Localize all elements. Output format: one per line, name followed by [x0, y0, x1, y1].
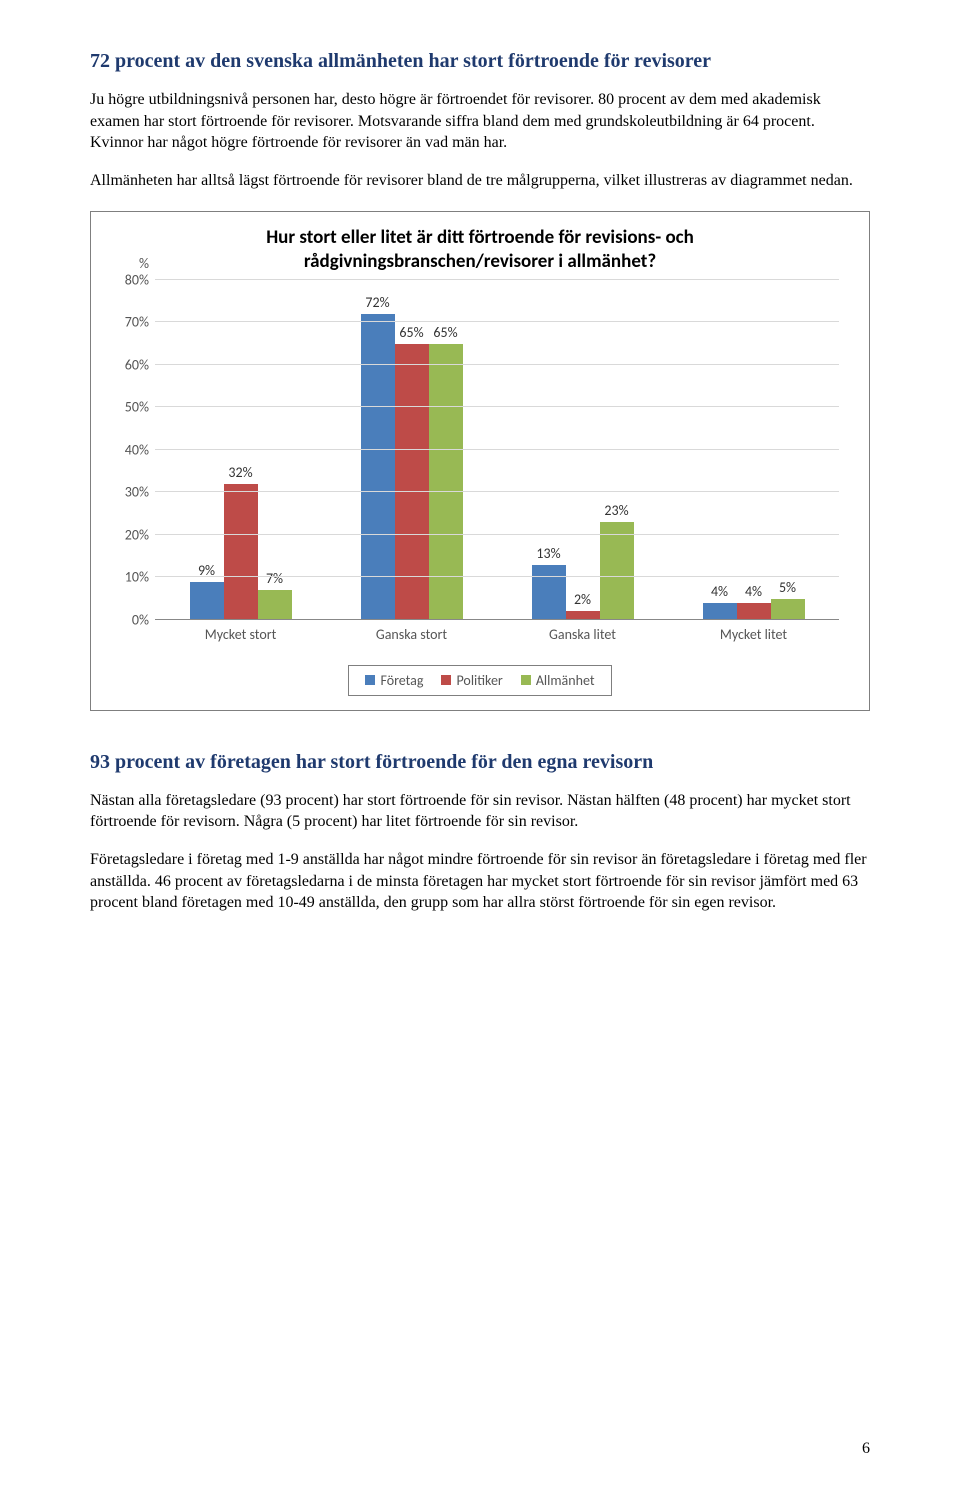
- bar: 4%: [737, 603, 771, 620]
- bar: 32%: [224, 484, 258, 620]
- y-tick-label: 70%: [125, 314, 155, 331]
- chart-title-line1: Hur stort eller litet är ditt förtroende…: [266, 226, 694, 249]
- y-tick-label: 20%: [125, 526, 155, 543]
- gridline: [155, 321, 839, 322]
- y-tick-label: 30%: [125, 484, 155, 501]
- paragraph-1: Ju högre utbildningsnivå personen har, d…: [90, 89, 870, 154]
- legend-label: Företag: [380, 672, 423, 689]
- gridline: [155, 406, 839, 407]
- x-tick-label: Mycket stort: [155, 626, 326, 643]
- chart-title-line2: rådgivningsbranschen/revisorer i allmänh…: [304, 250, 656, 273]
- legend-swatch: [365, 675, 375, 685]
- legend-item: Allmänhet: [521, 672, 595, 689]
- bar-value-label: 23%: [604, 502, 628, 519]
- bar: 23%: [600, 522, 634, 620]
- bar: 72%: [361, 314, 395, 620]
- bar-value-label: 65%: [433, 324, 457, 341]
- bar-group: 72%65%65%: [326, 280, 497, 620]
- heading-2: 93 procent av företagen har stort förtro…: [90, 751, 870, 774]
- bar: 65%: [395, 344, 429, 620]
- y-tick-label: 10%: [125, 569, 155, 586]
- bar-value-label: 32%: [228, 464, 252, 481]
- bar-value-label: 7%: [266, 570, 283, 587]
- bar-value-label: 2%: [574, 591, 591, 608]
- legend-label: Politiker: [456, 672, 502, 689]
- gridline: [155, 279, 839, 280]
- gridline: [155, 364, 839, 365]
- bar: 4%: [703, 603, 737, 620]
- y-tick-label: 60%: [125, 356, 155, 373]
- chart-baseline: [155, 619, 839, 620]
- x-tick-label: Ganska litet: [497, 626, 668, 643]
- chart-plot-area: % 9%32%7%72%65%65%13%2%23%4%4%5% 0%10%20…: [155, 280, 839, 620]
- bar: 13%: [532, 565, 566, 620]
- legend-item: Företag: [365, 672, 423, 689]
- bar: 5%: [771, 599, 805, 620]
- bar-value-label: 4%: [711, 583, 728, 600]
- heading-1: 72 procent av den svenska allmänheten ha…: [90, 50, 870, 73]
- gridline: [155, 576, 839, 577]
- legend-swatch: [441, 675, 451, 685]
- chart-legend: Företag Politiker Allmänhet: [348, 665, 611, 696]
- gridline: [155, 491, 839, 492]
- y-tick-label: 0%: [132, 611, 155, 628]
- bar-group: 9%32%7%: [155, 280, 326, 620]
- bar-value-label: 65%: [399, 324, 423, 341]
- page-number: 6: [862, 1440, 870, 1458]
- bar-value-label: 4%: [745, 583, 762, 600]
- legend-label: Allmänhet: [536, 672, 595, 689]
- y-tick-label: 80%: [125, 271, 155, 288]
- bar-groups: 9%32%7%72%65%65%13%2%23%4%4%5%: [155, 280, 839, 620]
- gridline: [155, 534, 839, 535]
- bar-value-label: 5%: [779, 579, 796, 596]
- bar-value-label: 13%: [536, 545, 560, 562]
- paragraph-3: Nästan alla företagsledare (93 procent) …: [90, 790, 870, 833]
- bar-group: 4%4%5%: [668, 280, 839, 620]
- bar-group: 13% 2% 23%: [497, 280, 668, 620]
- paragraph-4: Företagsledare i företag med 1-9 anställ…: [90, 849, 870, 914]
- y-tick-label: 50%: [125, 399, 155, 416]
- y-tick-label: 40%: [125, 441, 155, 458]
- bar: 65%: [429, 344, 463, 620]
- x-tick-label: Mycket litet: [668, 626, 839, 643]
- chart-title: Hur stort eller litet är ditt förtroende…: [111, 226, 849, 274]
- paragraph-2: Allmänheten har alltså lägst förtroende …: [90, 170, 870, 192]
- bar: 9%: [190, 582, 224, 620]
- bar-value-label: 72%: [365, 294, 389, 311]
- x-tick-label: Ganska stort: [326, 626, 497, 643]
- legend-swatch: [521, 675, 531, 685]
- chart-container: Hur stort eller litet är ditt förtroende…: [90, 211, 870, 711]
- y-axis-pct-symbol: %: [139, 255, 155, 272]
- legend-item: Politiker: [441, 672, 502, 689]
- bar: 7%: [258, 590, 292, 620]
- x-axis-labels: Mycket stortGanska stortGanska litetMyck…: [155, 626, 839, 643]
- gridline: [155, 449, 839, 450]
